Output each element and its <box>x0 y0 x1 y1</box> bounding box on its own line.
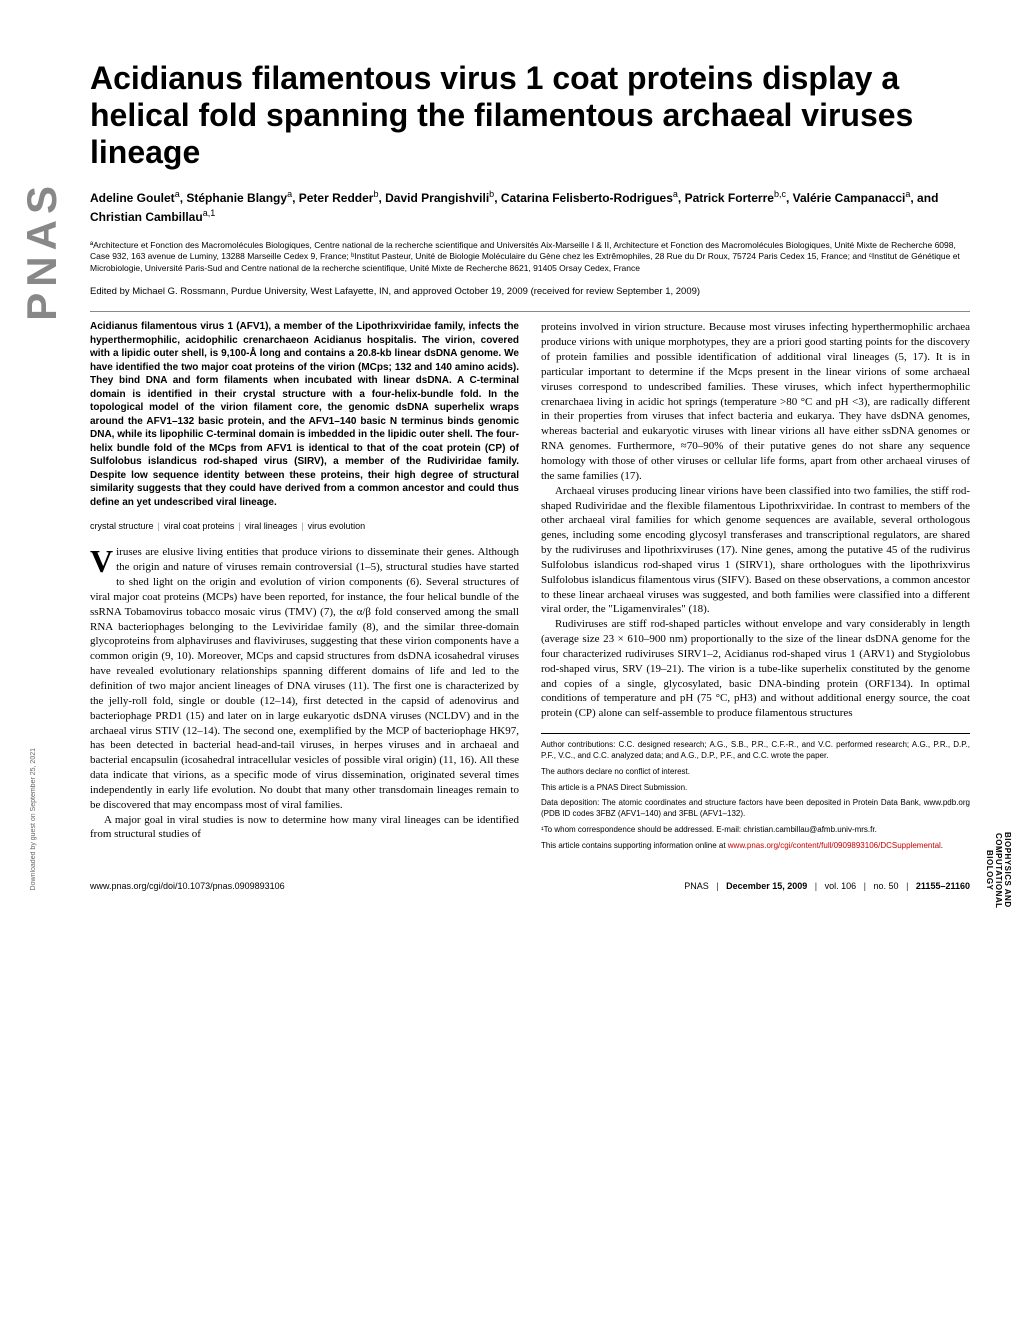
footer-volume: vol. 106 <box>825 881 857 891</box>
supplemental-suffix: . <box>941 841 943 850</box>
left-column: Acidianus filamentous virus 1 (AFV1), a … <box>90 320 519 856</box>
two-column-layout: Acidianus filamentous virus 1 (AFV1), a … <box>90 311 970 856</box>
footnote-correspondence: ¹To whom correspondence should be addres… <box>541 825 970 836</box>
supplemental-prefix: This article contains supporting informa… <box>541 841 728 850</box>
right-column: proteins involved in virion structure. B… <box>541 320 970 856</box>
right-para-2: Archaeal viruses producing linear virion… <box>541 484 970 618</box>
keywords: crystal structure|viral coat proteins|vi… <box>90 521 519 531</box>
footer-citation: PNAS | December 15, 2009 | vol. 106 | no… <box>684 881 970 891</box>
footer-date: December 15, 2009 <box>726 881 807 891</box>
footnotes: Author contributions: C.C. designed rese… <box>541 733 970 851</box>
footnote-submission: This article is a PNAS Direct Submission… <box>541 783 970 794</box>
right-para-3: Rudiviruses are stiff rod-shaped particl… <box>541 617 970 721</box>
affiliations: ªArchitecture et Fonction des Macromoléc… <box>90 240 970 274</box>
footer-journal: PNAS <box>684 881 709 891</box>
left-para-1: iruses are elusive living entities that … <box>90 546 519 810</box>
footnote-contributions: Author contributions: C.C. designed rese… <box>541 740 970 762</box>
footnote-supplemental: This article contains supporting informa… <box>541 841 970 852</box>
supplemental-link[interactable]: www.pnas.org/cgi/content/full/0909893106… <box>728 841 941 850</box>
pnas-logo: PNAS <box>18 180 66 321</box>
right-para-1: proteins involved in virion structure. B… <box>541 320 970 483</box>
abstract: Acidianus filamentous virus 1 (AFV1), a … <box>90 320 519 509</box>
footer-pages: 21155–21160 <box>916 881 970 891</box>
body-text-left: Viruses are elusive living entities that… <box>90 545 519 842</box>
author-list: Adeline Gouleta, Stéphanie Blangya, Pete… <box>90 188 970 226</box>
download-note: Downloaded by guest on September 25, 202… <box>30 748 37 890</box>
left-para-2: A major goal in viral studies is now to … <box>90 813 519 843</box>
footnote-deposition: Data deposition: The atomic coordinates … <box>541 798 970 820</box>
dropcap: V <box>90 545 116 575</box>
footer-issue: no. 50 <box>874 881 899 891</box>
section-label: BIOPHYSICS AND COMPUTATIONAL BIOLOGY <box>985 820 1012 921</box>
body-text-right: proteins involved in virion structure. B… <box>541 320 970 721</box>
footnote-conflict: The authors declare no conflict of inter… <box>541 767 970 778</box>
page-footer: www.pnas.org/cgi/doi/10.1073/pnas.090989… <box>90 875 970 891</box>
editor-note: Edited by Michael G. Rossmann, Purdue Un… <box>90 286 970 297</box>
footer-doi: www.pnas.org/cgi/doi/10.1073/pnas.090989… <box>90 881 285 891</box>
article-title: Acidianus filamentous virus 1 coat prote… <box>90 60 970 170</box>
